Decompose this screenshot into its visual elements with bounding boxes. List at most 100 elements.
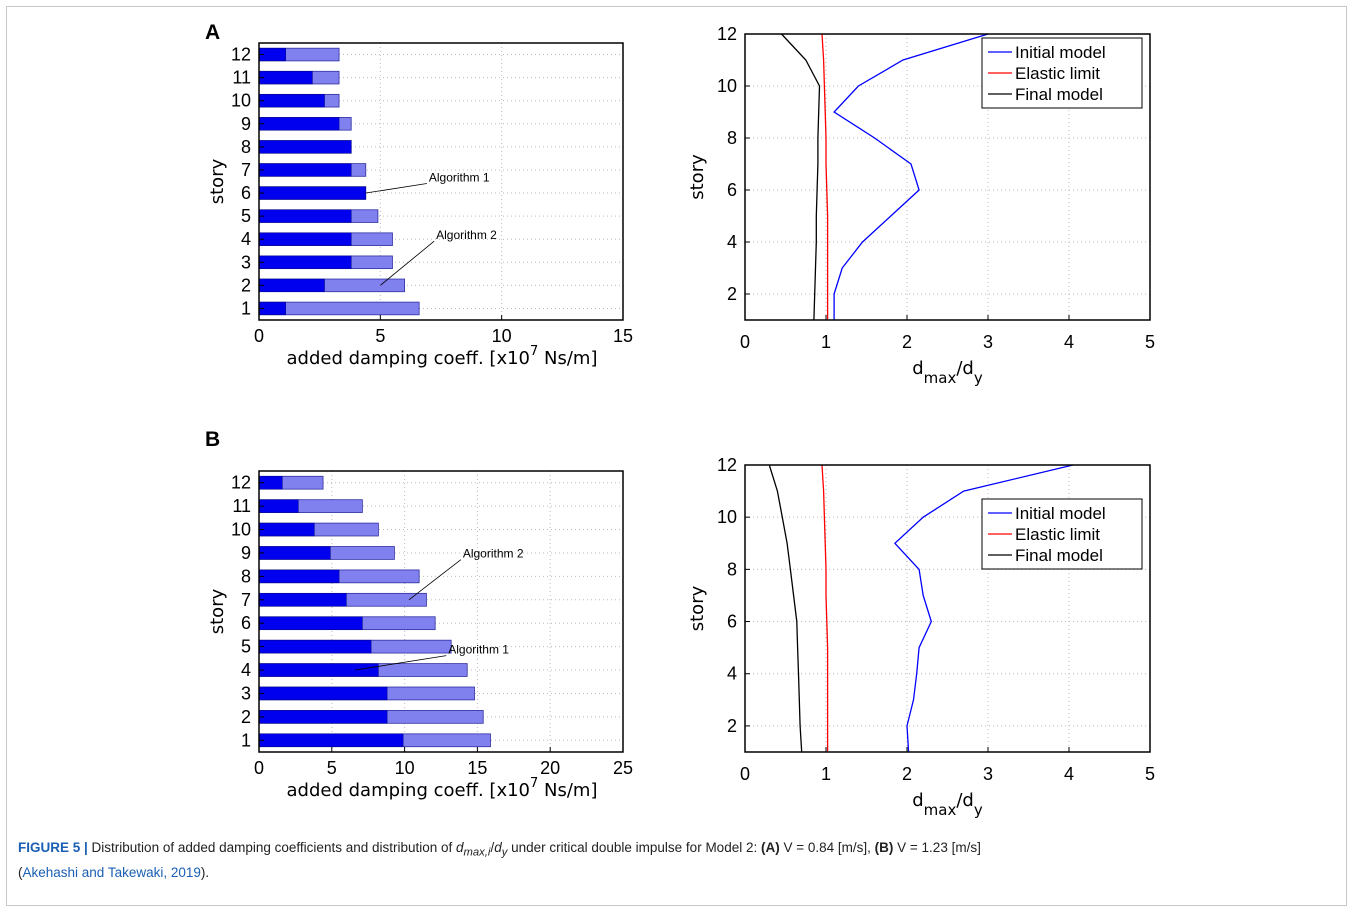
y-tick-label: 9 [241, 543, 251, 563]
x-tick-label: 2 [902, 332, 912, 352]
y-tick-label: 6 [727, 612, 737, 632]
y-tick-label: 1 [241, 730, 251, 750]
y-tick-label: 7 [241, 160, 251, 180]
series-line-final-model [781, 33, 821, 321]
bar-algorithm1-story-7 [258, 163, 352, 177]
caption-text-4: V = 0.84 [m/s], [779, 840, 875, 855]
y-tick-label: 10 [717, 76, 737, 96]
plot-frame [744, 33, 1151, 321]
legend-label-elastic-limit: Elastic limit [1015, 64, 1100, 83]
y-tick-label: 3 [241, 683, 251, 703]
y-tick-label: 2 [727, 284, 737, 304]
annotation-label: Algorithm 2 [463, 547, 524, 561]
figure-caption: FIGURE 5 | Distribution of added damping… [18, 838, 1338, 883]
bar-algorithm1-story-6 [258, 616, 363, 630]
y-tick-label: 1 [241, 298, 251, 318]
series-line-elastic-limit [821, 464, 829, 752]
x-tick-label: 3 [983, 764, 993, 784]
y-tick-label: 9 [241, 114, 251, 134]
y-tick-label: 12 [717, 24, 737, 44]
y-tick-label: 10 [717, 507, 737, 527]
y-tick-label: 8 [241, 566, 251, 586]
caption-var-d: d [456, 840, 464, 855]
annotation-leader [380, 240, 435, 286]
bar-algorithm1-story-3 [258, 255, 352, 269]
caption-citation: Akehashi and Takewaki, 2019 [22, 864, 201, 880]
x-tick-label: 1 [821, 764, 831, 784]
bar-algorithm1-story-7 [258, 593, 347, 607]
x-tick-label: 4 [1064, 332, 1074, 352]
bar-algorithm1-story-9 [258, 117, 340, 131]
y-tick-label: 11 [232, 496, 251, 516]
y-axis-label: story [687, 154, 708, 200]
x-axis-label: dmax/dy [912, 358, 983, 387]
legend-label-elastic-limit: Elastic limit [1015, 525, 1100, 544]
y-tick-label: 12 [231, 473, 251, 493]
figure-frame [6, 6, 1347, 906]
x-tick-label: 4 [1064, 764, 1074, 784]
y-tick-label: 10 [231, 520, 251, 540]
caption-part-a: (A) [760, 840, 780, 855]
x-tick-label: 15 [467, 758, 487, 778]
y-tick-label: 12 [717, 455, 737, 475]
legend-label-final-model: Final model [1015, 546, 1103, 565]
bar-algorithm1-story-10 [258, 522, 315, 537]
bar-algorithm1-story-9 [258, 546, 331, 560]
caption-text-1: Distribution of added damping coefficien… [87, 840, 457, 855]
legend-label-final-model: Final model [1015, 85, 1103, 104]
y-tick-label: 6 [727, 180, 737, 200]
x-tick-label: 5 [1145, 764, 1155, 784]
annotation-leader [408, 559, 462, 601]
x-tick-label: 20 [540, 758, 560, 778]
annotation-label: Algorithm 2 [436, 228, 497, 242]
y-tick-label: 5 [241, 637, 251, 657]
annotation-label: Algorithm 1 [429, 171, 490, 185]
bar-algorithm1-story-8 [258, 140, 352, 154]
bar-algorithm1-story-8 [258, 569, 340, 584]
y-axis-label: story [207, 158, 228, 204]
bar-algorithm1-story-4 [258, 663, 379, 677]
caption-part-b: (B) [874, 840, 894, 855]
legend-label-initial-model: Initial model [1015, 43, 1106, 62]
caption-label: FIGURE 5 | [18, 840, 88, 855]
caption-text-3: under critical double impulse for Model … [507, 840, 761, 855]
bar-algorithm1-story-3 [258, 686, 388, 701]
caption-var-sub: max,i [463, 846, 491, 859]
y-tick-label: 6 [241, 613, 251, 633]
x-tick-label: 5 [1145, 332, 1155, 352]
y-tick-label: 4 [241, 660, 251, 680]
y-tick-label: 12 [231, 45, 251, 65]
x-tick-label: 0 [254, 758, 264, 778]
bar-algorithm1-story-11 [258, 499, 299, 513]
y-tick-label: 11 [232, 68, 251, 88]
bar-algorithm1-story-2 [258, 278, 325, 292]
x-tick-label: 5 [375, 326, 385, 346]
x-tick-label: 0 [254, 326, 264, 346]
x-tick-label: 1 [821, 332, 831, 352]
y-tick-label: 8 [727, 559, 737, 579]
y-tick-label: 2 [241, 707, 251, 727]
x-tick-label: 5 [327, 758, 337, 778]
y-tick-label: 4 [727, 232, 737, 252]
x-tick-label: 15 [613, 326, 633, 346]
y-tick-label: 4 [241, 229, 251, 249]
y-tick-label: 2 [241, 275, 251, 295]
y-tick-label: 2 [727, 716, 737, 736]
y-axis-label: story [207, 588, 228, 634]
y-tick-label: 10 [231, 91, 251, 111]
series-line-initial-model [893, 464, 1074, 753]
y-axis-label: story [687, 585, 708, 631]
x-axis-label: added damping coeff. [x107 Ns/m] [287, 344, 598, 369]
y-tick-label: 8 [241, 137, 251, 157]
x-axis-label: added damping coeff. [x107 Ns/m] [287, 776, 598, 801]
x-tick-label: 25 [613, 758, 633, 778]
x-tick-label: 10 [395, 758, 415, 778]
caption-text-2: / [490, 840, 495, 855]
y-tick-label: 7 [241, 590, 251, 610]
bar-algorithm1-story-5 [258, 639, 372, 654]
y-tick-label: 3 [241, 252, 251, 272]
series-line-final-model [768, 464, 803, 753]
annotation-leader [355, 655, 447, 671]
series-line-elastic-limit [821, 33, 829, 320]
